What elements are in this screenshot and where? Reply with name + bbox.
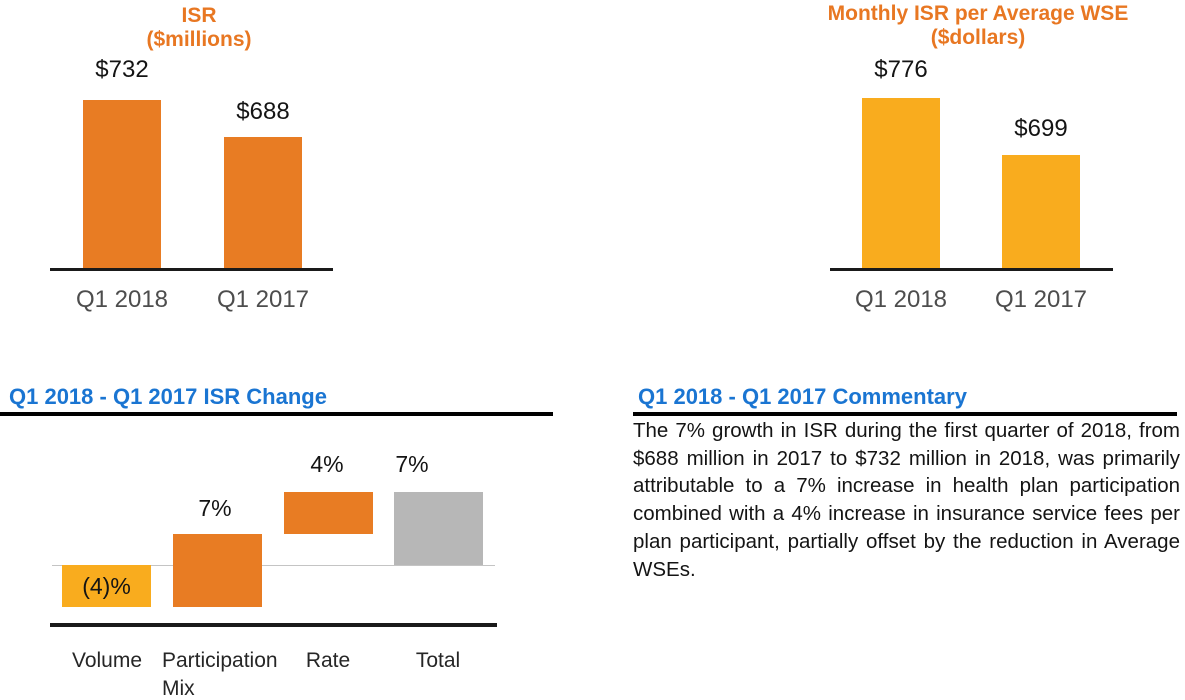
commentary-heading: Q1 2018 - Q1 2017 Commentary bbox=[638, 384, 967, 409]
isr-change-heading-underline bbox=[0, 412, 553, 416]
wse-value-label-q1-2018: $776 bbox=[874, 56, 928, 83]
waterfall-bar-rate bbox=[284, 492, 373, 534]
wse-category-label-q1-2017: Q1 2017 bbox=[994, 286, 1088, 313]
commentary-body: The 7% growth in ISR during the first qu… bbox=[633, 419, 1180, 581]
waterfall-bar-volume bbox=[62, 565, 151, 607]
isr-chart-title: ISR ($millions) bbox=[49, 4, 349, 52]
isr-value-label-q1-2017: $688 bbox=[236, 98, 290, 125]
isr-x-axis-line bbox=[50, 268, 333, 271]
isr-chart-title-line1: ISR bbox=[181, 4, 217, 27]
wse-chart-title-line1: Monthly ISR per Average WSE bbox=[827, 2, 1129, 25]
waterfall-value-label-volume: (4)% bbox=[82, 573, 131, 599]
wse-chart-title-line2: ($dollars) bbox=[930, 26, 1026, 49]
waterfall-category-label-participation-mix: Participation Mix bbox=[162, 649, 278, 700]
waterfall-bar-participation-mix bbox=[173, 534, 262, 607]
isr-category-label-q1-2018: Q1 2018 bbox=[75, 286, 169, 313]
wse-chart-title: Monthly ISR per Average WSE ($dollars) bbox=[808, 2, 1148, 50]
wse-category-label-q1-2018: Q1 2018 bbox=[854, 286, 948, 313]
commentary-heading-underline bbox=[633, 412, 1177, 416]
waterfall-bar-total bbox=[394, 492, 483, 565]
isr-chart-title-line2: ($millions) bbox=[146, 28, 252, 51]
waterfall-category-label-rate: Rate bbox=[305, 649, 351, 672]
waterfall-value-label-participation-mix: 7% bbox=[198, 495, 232, 521]
waterfall-x-axis-line bbox=[50, 623, 497, 627]
waterfall-zero-line bbox=[52, 565, 495, 566]
isr-bar-q1-2017 bbox=[224, 137, 302, 269]
waterfall-category-label-total: Total bbox=[415, 649, 461, 672]
isr-value-label-q1-2018: $732 bbox=[95, 56, 149, 83]
wse-bar-q1-2018 bbox=[862, 98, 940, 269]
isr-bar-q1-2018 bbox=[83, 100, 161, 269]
wse-value-label-q1-2017: $699 bbox=[1014, 115, 1068, 142]
waterfall-value-label-total: 7% bbox=[395, 451, 429, 477]
isr-change-heading: Q1 2018 - Q1 2017 ISR Change bbox=[9, 384, 327, 409]
wse-bar-q1-2017 bbox=[1002, 155, 1080, 269]
isr-category-label-q1-2017: Q1 2017 bbox=[216, 286, 310, 313]
wse-x-axis-line bbox=[830, 268, 1113, 271]
waterfall-category-label-volume: Volume bbox=[71, 649, 143, 672]
waterfall-value-label-rate: 4% bbox=[310, 451, 344, 477]
